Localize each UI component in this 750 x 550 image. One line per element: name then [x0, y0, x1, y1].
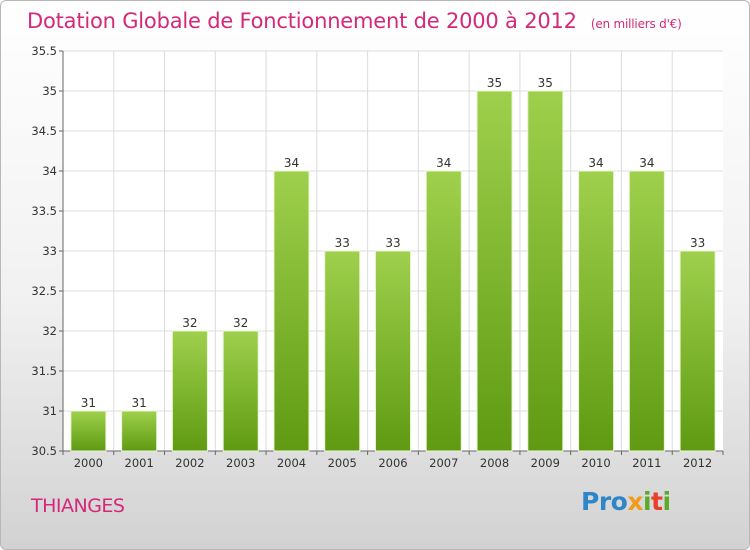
- bar-value-label: 35: [487, 76, 502, 90]
- x-tick-label: 2004: [277, 456, 306, 470]
- bar: [476, 90, 513, 452]
- labels: 30.5 31 31.5 32 32.5 33 33.5 34 34.5 35 35.5 31 2000…: [31, 44, 712, 470]
- bar: [628, 170, 665, 452]
- x-tick-label: 2009: [531, 456, 560, 470]
- y-tick-label: 32.5: [31, 284, 57, 298]
- y-tick-label: 31: [42, 404, 57, 418]
- y-tick-label: 35: [42, 84, 57, 98]
- x-tick-label: 2010: [581, 456, 610, 470]
- y-tick-label: 30.5: [31, 444, 57, 458]
- bar-value-label: 31: [81, 396, 96, 410]
- bar: [171, 330, 208, 452]
- x-tick-label: 2011: [632, 456, 661, 470]
- bars: [70, 90, 716, 452]
- x-tick-label: 2000: [74, 456, 103, 470]
- x-tick-label: 2005: [328, 456, 357, 470]
- bar-value-label: 34: [436, 156, 451, 170]
- bar: [679, 250, 716, 452]
- bar: [374, 250, 412, 452]
- x-tick-label: 2012: [683, 456, 712, 470]
- x-tick-label: 2002: [175, 456, 204, 470]
- chart-title: Dotation Globale de Fonctionnement de 20…: [27, 9, 682, 33]
- x-tick-label: 2007: [429, 456, 458, 470]
- x-tick-label: 2006: [378, 456, 407, 470]
- bar: [527, 90, 564, 452]
- y-tick-label: 31.5: [31, 364, 57, 378]
- chart-subtitle: (en milliers d'€): [590, 17, 682, 31]
- bar-value-label: 31: [132, 396, 147, 410]
- x-tick-label: 2003: [226, 456, 255, 470]
- bar-value-label: 32: [182, 316, 197, 330]
- y-tick-label: 35.5: [31, 44, 57, 58]
- bar: [425, 170, 462, 452]
- commune-name: THIANGES: [31, 495, 125, 517]
- y-tick-label: 32: [42, 324, 57, 338]
- bar-value-label: 35: [538, 76, 553, 90]
- bar: [121, 410, 158, 452]
- bar-value-label: 34: [588, 156, 603, 170]
- bar-value-label: 34: [639, 156, 654, 170]
- y-tick-label: 33.5: [31, 204, 57, 218]
- x-tick-label: 2001: [125, 456, 154, 470]
- proxiti-logo: Proxiti: [581, 487, 671, 516]
- bar: [324, 250, 361, 452]
- bar: [273, 170, 310, 452]
- bar-value-label: 33: [385, 236, 400, 250]
- bar: [70, 410, 107, 452]
- bar-value-label: 32: [233, 316, 248, 330]
- chart-title-text: Dotation Globale de Fonctionnement de 20…: [27, 9, 577, 33]
- bar-value-label: 33: [690, 236, 705, 250]
- bar: [222, 330, 259, 452]
- x-tick-label: 2008: [480, 456, 509, 470]
- bar: [578, 170, 615, 452]
- y-tick-label: 33: [42, 244, 57, 258]
- y-tick-label: 34: [42, 164, 57, 178]
- y-tick-label: 34.5: [31, 124, 57, 138]
- bar-value-label: 33: [335, 236, 350, 250]
- bar-value-label: 34: [284, 156, 299, 170]
